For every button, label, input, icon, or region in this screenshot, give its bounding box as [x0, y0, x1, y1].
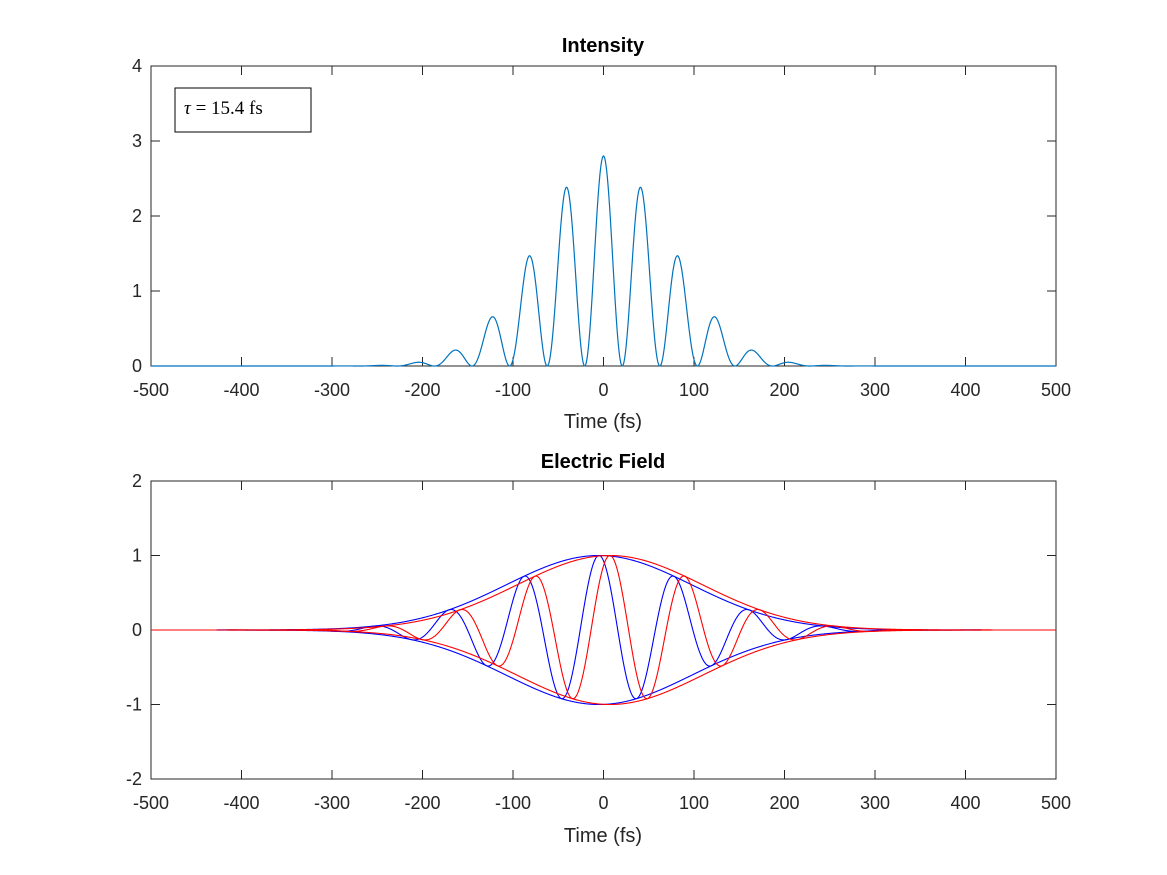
- electric-field-xtick-label: -500: [133, 793, 169, 813]
- electric-field-panel: Electric Field -500 -400 -300 -200 -100 0 100 2…: [126, 451, 1071, 847]
- electric-field-xtick-label: -300: [314, 793, 350, 813]
- electric-field-xtick-label: -200: [404, 793, 440, 813]
- intensity-xtick-label: 200: [769, 380, 799, 400]
- electric-field-xtick-label: 100: [679, 793, 709, 813]
- intensity-xtick-label: 400: [950, 380, 980, 400]
- intensity-xtick-label: 0: [598, 380, 608, 400]
- intensity-xtick-label: -200: [404, 380, 440, 400]
- electric-field-tick-labels: -500 -400 -300 -200 -100 0 100 200 300 400 500 -2 -1…: [126, 471, 1071, 813]
- intensity-ytick-label: 4: [132, 56, 142, 76]
- intensity-title: Intensity: [562, 35, 645, 57]
- electric-field-xtick-label: -100: [495, 793, 531, 813]
- tau-annotation-text: τ = 15.4 fs: [184, 98, 263, 119]
- intensity-ticks: [150, 65, 1057, 367]
- tau-annotation-box: [174, 87, 312, 133]
- tau-value: = 15.4 fs: [191, 98, 263, 119]
- electric-field-xtick-label: 400: [950, 793, 980, 813]
- electric-field-title: Electric Field: [541, 451, 666, 473]
- intensity-series-line: [151, 155, 1056, 367]
- electric-field-xlabel: Time (fs): [564, 825, 642, 847]
- electric-field-ytick-label: 0: [132, 620, 142, 640]
- red-envelope-upper-line: [151, 554, 1056, 631]
- intensity-lines: [151, 155, 1056, 367]
- intensity-xtick-label: 500: [1041, 380, 1071, 400]
- intensity-xtick-label: -400: [223, 380, 259, 400]
- red-envelope-lower-line: [151, 629, 1056, 706]
- electric-field-ytick-label: -1: [126, 695, 142, 715]
- intensity-xtick-label: 300: [860, 380, 890, 400]
- electric-field-xtick-label: 300: [860, 793, 890, 813]
- intensity-ytick-label: 1: [132, 281, 142, 301]
- electric-field-lines: [151, 554, 1056, 706]
- electric-field-ytick-label: 2: [132, 471, 142, 491]
- intensity-xtick-label: -100: [495, 380, 531, 400]
- electric-field-ytick-label: -2: [126, 769, 142, 789]
- intensity-xlabel: Time (fs): [564, 411, 642, 433]
- tau-symbol: τ: [184, 98, 192, 119]
- electric-field-xtick-label: 500: [1041, 793, 1071, 813]
- intensity-panel: Intensity -500 -400 -300 -200 -100 0 100 200 300…: [132, 35, 1071, 433]
- intensity-ytick-label: 3: [132, 131, 142, 151]
- electric-field-xtick-label: 200: [769, 793, 799, 813]
- intensity-xtick-label: -500: [133, 380, 169, 400]
- electric-field-xtick-label: 0: [598, 793, 608, 813]
- intensity-xtick-label: 100: [679, 380, 709, 400]
- tau-annotation: τ = 15.4 fs: [174, 87, 312, 133]
- intensity-ytick-label: 2: [132, 206, 142, 226]
- electric-field-ytick-label: 1: [132, 546, 142, 566]
- intensity-ytick-label: 0: [132, 356, 142, 376]
- intensity-xtick-label: -300: [314, 380, 350, 400]
- intensity-tick-labels: -500 -400 -300 -200 -100 0 100 200 300 400 500 0 1 2 3…: [132, 56, 1071, 400]
- electric-field-xtick-label: -400: [223, 793, 259, 813]
